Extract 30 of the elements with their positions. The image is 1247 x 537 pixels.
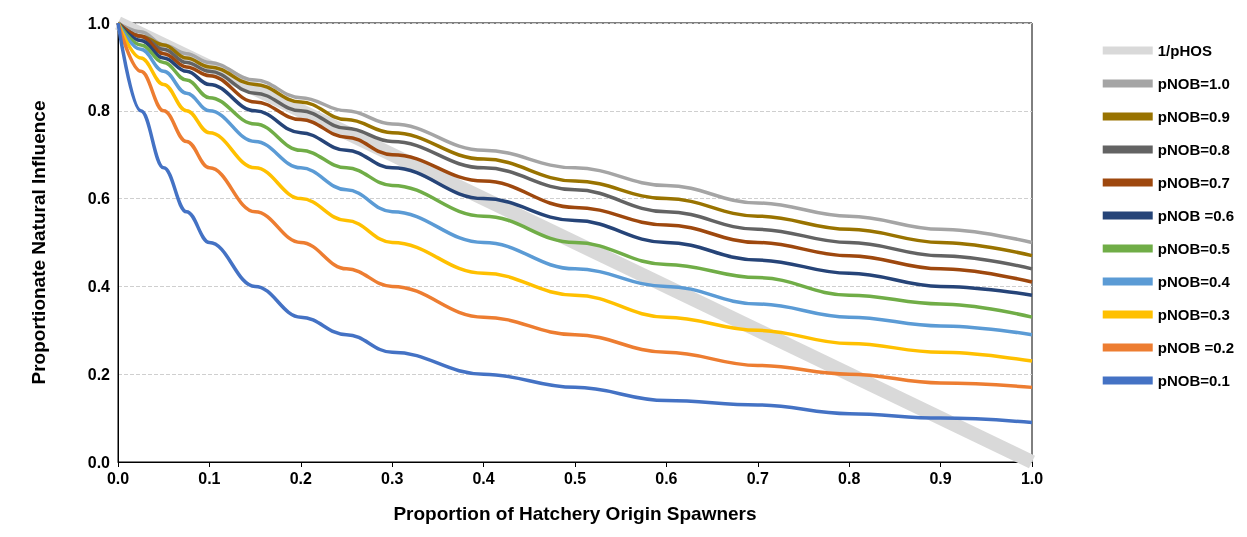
legend-label: pNOB=0.3 — [1157, 306, 1230, 323]
x-tick-label: 0.4 — [472, 469, 495, 487]
y-tick-label: 0.2 — [87, 365, 111, 383]
x-tick-label: 0.6 — [655, 469, 678, 487]
x-tick-label: 0.7 — [746, 469, 770, 487]
x-tick-label: 0.5 — [563, 469, 587, 487]
x-tick-label: 0.1 — [198, 469, 221, 487]
x-tick-label: 0.2 — [289, 469, 313, 487]
legend-label: pNOB=0.7 — [1157, 174, 1230, 191]
legend-label: pNOB=0.9 — [1157, 108, 1230, 125]
x-tick-label: 0.9 — [929, 469, 952, 487]
x-tick-label: 0.3 — [381, 469, 404, 487]
x-tick-label: 1.0 — [1020, 469, 1044, 487]
y-axis-title: Proportionate Natural Influence — [28, 100, 49, 385]
legend-label: pNOB=0.1 — [1157, 372, 1230, 389]
y-tick-label: 0.8 — [87, 102, 111, 120]
x-tick-label: 0.8 — [838, 469, 861, 487]
x-axis-title: Proportion of Hatchery Origin Spawners — [393, 503, 757, 524]
legend-label: pNOB=0.8 — [1157, 141, 1230, 158]
legend-label: 1/pHOS — [1157, 42, 1212, 59]
y-tick-label: 1.0 — [87, 14, 111, 32]
legend-label: pNOB =0.6 — [1157, 207, 1235, 224]
y-tick-label: 0.6 — [87, 190, 111, 208]
legend-label: pNOB=1.0 — [1157, 75, 1230, 92]
y-tick-label: 0.4 — [87, 277, 111, 295]
y-tick-label: 0.0 — [87, 453, 111, 471]
legend-label: pNOB=0.4 — [1157, 273, 1231, 290]
x-tick-label: 0.0 — [106, 469, 130, 487]
legend-label: pNOB=0.5 — [1157, 240, 1230, 257]
legend-label: pNOB =0.2 — [1157, 339, 1235, 356]
